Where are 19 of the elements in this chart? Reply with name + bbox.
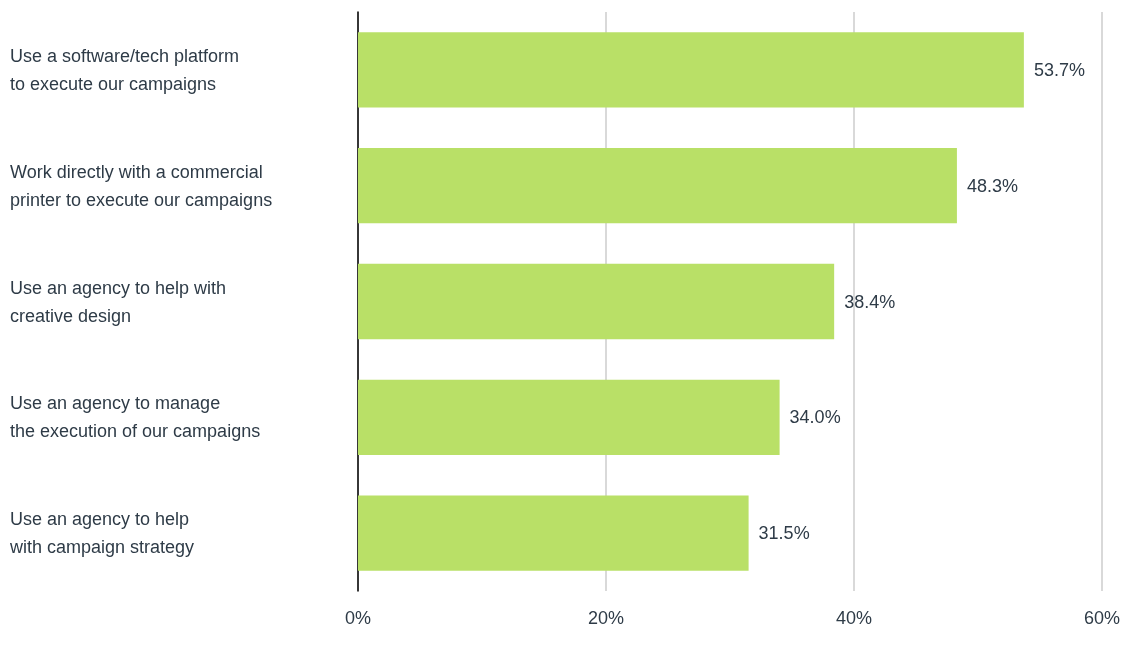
- bar: [358, 379, 780, 455]
- x-tick-label: 20%: [587, 608, 625, 628]
- y-tick-label: Use a software/tech platform to execute our campaigns: [10, 45, 240, 94]
- x-tick-label: 40%: [835, 608, 873, 628]
- bar: [358, 32, 1024, 108]
- data-label: 31.5%: [758, 523, 810, 544]
- y-tick-label: Work directly with a commercial printer to execute our campaigns: [10, 161, 273, 210]
- bar: [358, 495, 749, 571]
- data-label: 34.0%: [789, 407, 841, 428]
- bar: [358, 148, 957, 224]
- y-tick-label: Use an agency to manage the execution of our campaigns: [10, 393, 261, 442]
- y-tick-label: Use an agency to help with campaign strategy: [9, 509, 195, 558]
- bar: [358, 263, 835, 340]
- x-tick-label: 60%: [1083, 608, 1121, 628]
- y-tick-label: Use an agency to help with creative design: [10, 277, 227, 326]
- x-tick-label: 0%: [344, 608, 372, 628]
- data-label: 38.4%: [844, 291, 896, 312]
- data-label: 48.3%: [966, 175, 1018, 196]
- data-label: 53.7%: [1033, 59, 1085, 80]
